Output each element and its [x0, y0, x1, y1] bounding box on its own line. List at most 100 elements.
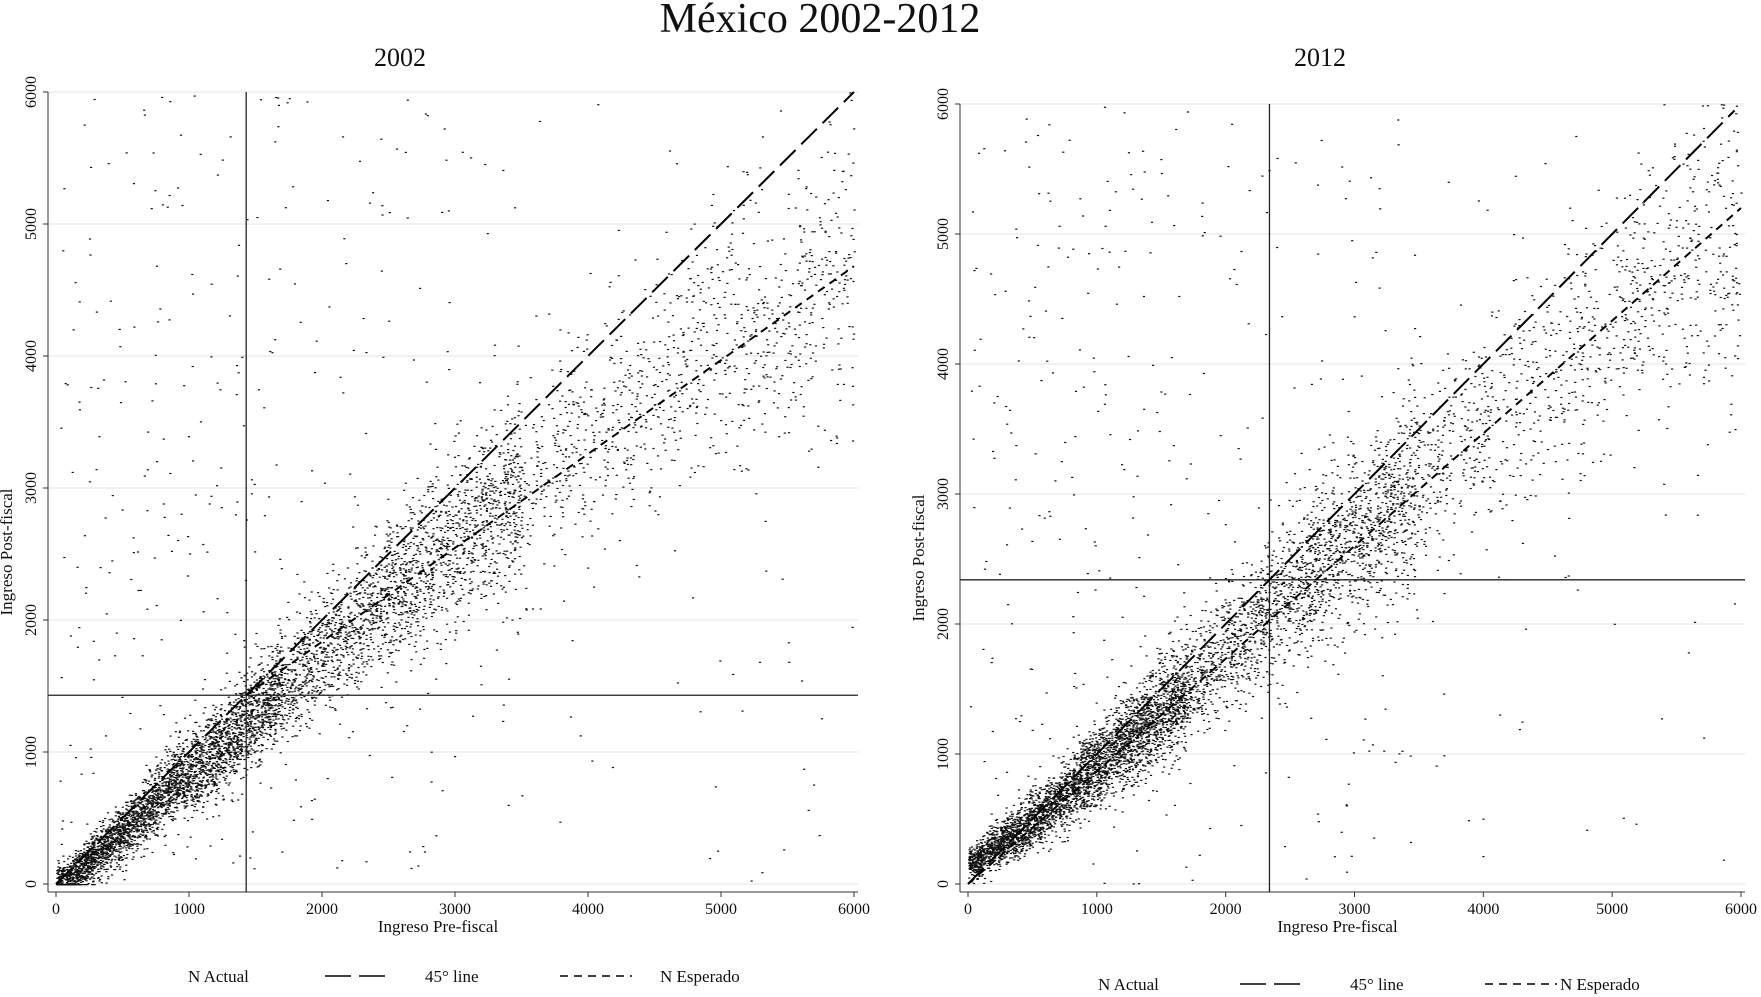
data-point: [257, 720, 260, 722]
data-point: [381, 634, 384, 636]
data-point: [317, 630, 320, 632]
data-point: [513, 529, 516, 531]
data-point: [489, 512, 492, 514]
data-point: [385, 571, 388, 573]
data-point: [118, 857, 121, 859]
data-point: [128, 835, 131, 837]
data-point: [102, 848, 105, 850]
data-point: [380, 138, 383, 140]
data-point: [107, 839, 110, 841]
data-point: [329, 685, 332, 687]
data-point: [449, 586, 452, 588]
data-point: [130, 805, 133, 807]
data-point: [100, 875, 103, 877]
data-point: [340, 661, 343, 664]
data-point: [131, 810, 134, 812]
data-point: [356, 680, 359, 682]
data-point: [492, 537, 495, 539]
data-point: [185, 739, 189, 741]
data-point: [512, 449, 515, 452]
data-point: [452, 530, 455, 532]
data-point: [652, 447, 655, 450]
data-point: [526, 529, 529, 531]
data-point: [427, 573, 431, 575]
data-point: [100, 882, 103, 884]
data-point: [712, 225, 715, 227]
data-point: [699, 365, 703, 367]
data-point: [525, 609, 528, 611]
data-point: [482, 581, 485, 583]
data-point: [304, 644, 307, 646]
data-point: [206, 757, 209, 759]
data-point: [208, 755, 211, 757]
data-point: [68, 872, 71, 874]
data-point: [732, 293, 735, 296]
data-point: [852, 338, 855, 340]
data-point: [377, 627, 380, 629]
data-point: [520, 494, 523, 496]
data-point: [274, 688, 277, 690]
data-point: [806, 278, 809, 280]
data-point: [531, 608, 535, 610]
data-point: [136, 845, 139, 847]
data-point: [799, 285, 803, 287]
data-point: [79, 879, 82, 881]
data-point: [677, 347, 680, 349]
data-point: [400, 628, 404, 630]
data-point: [425, 576, 428, 578]
data-point: [317, 628, 320, 631]
data-point: [69, 870, 72, 873]
data-point: [142, 832, 145, 834]
data-point: [236, 727, 239, 729]
data-point: [328, 587, 331, 589]
data-point: [210, 792, 213, 794]
data-point: [238, 707, 241, 709]
data-point: [164, 803, 167, 805]
data-point: [312, 675, 315, 677]
data-point: [204, 767, 207, 769]
data-point: [85, 592, 88, 594]
data-point: [231, 792, 234, 794]
data-point: [205, 753, 209, 755]
data-point: [485, 510, 488, 512]
data-point: [431, 577, 434, 579]
data-point: [302, 685, 305, 687]
data-point: [75, 859, 78, 861]
data-point: [409, 562, 412, 564]
data-point: [209, 756, 212, 758]
data-point: [758, 385, 761, 387]
data-point: [305, 658, 308, 660]
data-point: [228, 782, 231, 784]
data-point: [317, 633, 321, 635]
data-point: [209, 771, 212, 773]
data-point: [328, 684, 331, 686]
data-point: [463, 532, 466, 534]
data-point: [365, 661, 368, 663]
data-point: [442, 561, 445, 563]
data-point: [81, 853, 84, 855]
data-point: [157, 823, 160, 825]
data-point: [229, 717, 232, 719]
data-point: [218, 815, 221, 817]
data-point: [369, 636, 372, 638]
data-point: [217, 741, 220, 743]
data-point: [805, 307, 808, 309]
data-point: [189, 764, 192, 766]
data-point: [682, 334, 685, 336]
data-point: [186, 746, 189, 748]
data-point: [149, 829, 152, 831]
data-point: [67, 858, 70, 860]
data-point: [458, 491, 461, 493]
data-point: [542, 419, 545, 422]
data-point: [613, 381, 616, 383]
data-point: [488, 572, 491, 574]
data-point: [128, 834, 131, 836]
data-point: [192, 798, 195, 800]
data-point: [225, 759, 228, 761]
data-point: [240, 747, 243, 749]
data-point: [355, 671, 358, 673]
data-point: [111, 858, 114, 860]
data-point: [536, 465, 539, 467]
data-point: [805, 363, 808, 365]
data-point: [131, 828, 134, 830]
